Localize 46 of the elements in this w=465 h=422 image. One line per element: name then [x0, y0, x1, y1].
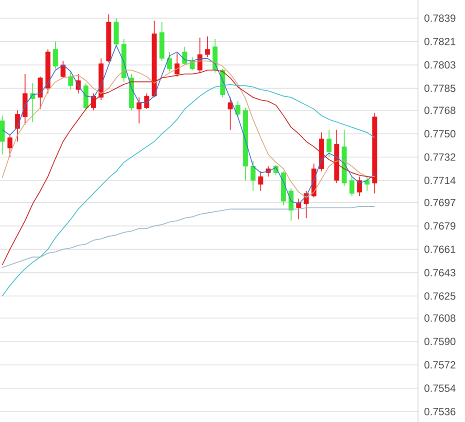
candlestick — [7, 134, 12, 158]
candlestick — [15, 110, 20, 142]
candlestick — [205, 36, 210, 58]
candlestick — [144, 93, 150, 110]
candlestick — [356, 176, 362, 196]
y-tick-label: 0.7608 — [424, 314, 456, 322]
y-tick-label: 0.7821 — [424, 38, 456, 46]
y-tick-label: 0.7732 — [424, 153, 456, 161]
y-tick-label: 0.7697 — [424, 198, 456, 206]
y-tick-label: 0.7661 — [424, 246, 456, 253]
candlestick — [68, 71, 74, 90]
candlestick — [114, 18, 119, 48]
candlestick — [228, 96, 233, 130]
candlestick — [258, 170, 264, 192]
y-tick-label: 0.7679 — [424, 222, 456, 230]
candlestick — [53, 41, 58, 70]
candlestick — [182, 46, 188, 66]
y-tick-label: 0.7803 — [424, 61, 456, 69]
candlestick — [364, 176, 370, 192]
candlestick — [38, 76, 43, 110]
y-tick-label: 0.7572 — [424, 361, 456, 369]
candlestick — [83, 82, 88, 111]
candlestick — [30, 82, 36, 122]
y-tick-label: 0.7839 — [424, 14, 456, 22]
y-tick-label: 0.7554 — [424, 384, 456, 392]
candlestick — [174, 52, 180, 78]
candlestick — [22, 74, 28, 126]
y-tick-label: 0.7750 — [424, 130, 456, 138]
y-tick-label: 0.7714 — [424, 176, 456, 184]
y-tick-label: 0.7536 — [424, 408, 456, 416]
y-tick-label: 0.7785 — [424, 84, 456, 92]
candlestick — [167, 52, 172, 72]
candlestick — [0, 115, 5, 155]
y-tick-label: 0.7768 — [424, 106, 456, 114]
candlestick — [197, 37, 202, 74]
candlestick — [326, 129, 332, 158]
y-tick-label: 0.7643 — [424, 268, 456, 276]
candlestick — [349, 176, 354, 196]
candlestick — [296, 198, 302, 220]
y-tick-label: 0.7625 — [424, 292, 456, 300]
candlestick — [136, 96, 142, 124]
y-tick-label: 0.7590 — [424, 338, 456, 346]
candlestick — [212, 38, 218, 74]
candlestick — [235, 100, 240, 118]
candlestick — [250, 160, 256, 192]
candlestick — [60, 60, 66, 78]
